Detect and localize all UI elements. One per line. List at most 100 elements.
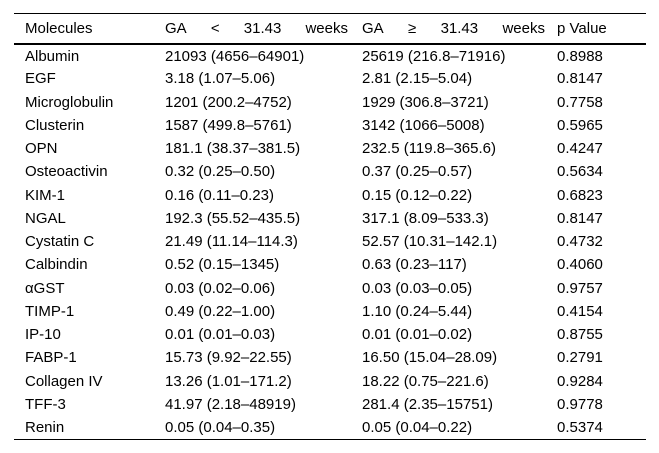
table-row: TIMP-1 0.49 (0.22–1.00) 1.10 (0.24–5.44)…: [14, 300, 646, 323]
table-row: Calbindin 0.52 (0.15–1345) 0.63 (0.23–11…: [14, 253, 646, 276]
molecule-name-cell: FABP-1: [25, 349, 77, 367]
table-header: Molecules GA < 31.43 weeks GA ≥ 31.43 we…: [14, 14, 646, 45]
p-value-cell: 0.8147: [557, 209, 603, 227]
molecule-name-cell: Albumin: [25, 47, 80, 65]
p-value-cell: 0.8147: [557, 70, 603, 88]
p-value-cell: 0.8755: [557, 326, 603, 344]
p-value-cell: 0.4060: [557, 256, 603, 274]
p-value-cell: 0.7758: [557, 93, 603, 111]
table-row: EGF 3.18 (1.07–5.06) 2.81 (2.15–5.04) 0.…: [14, 67, 646, 90]
molecule-name-cell: Clusterin: [25, 116, 85, 134]
ga-ge-value-cell: 0.63 (0.23–117): [362, 256, 467, 274]
ga-lt-value-cell: 0.05 (0.04–0.35): [165, 418, 276, 436]
molecule-name-cell: KIM-1: [25, 186, 66, 204]
molecule-name-cell: Microglobulin: [25, 93, 114, 111]
header-word: 31.43: [243, 20, 282, 37]
table-row: Collagen IV 13.26 (1.01–171.2) 18.22 (0.…: [14, 370, 646, 393]
table-row: Cystatin C 21.49 (11.14–114.3) 52.57 (10…: [14, 230, 646, 253]
less-than-symbol: <: [210, 20, 220, 37]
table-row: Microglobulin 1201 (200.2–4752) 1929 (30…: [14, 91, 646, 114]
p-value-cell: 0.9284: [557, 372, 603, 390]
col-header-molecules: Molecules: [25, 20, 93, 37]
header-word: weeks: [502, 20, 545, 37]
table-row: Renin 0.05 (0.04–0.35) 0.05 (0.04–0.22) …: [14, 416, 646, 439]
header-row: Molecules GA < 31.43 weeks GA ≥ 31.43 we…: [14, 14, 646, 45]
ga-lt-value-cell: 41.97 (2.18–48919): [165, 395, 296, 413]
ga-lt-value-cell: 192.3 (55.52–435.5): [165, 209, 301, 227]
table-row: TFF-3 41.97 (2.18–48919) 281.4 (2.35–157…: [14, 393, 646, 416]
molecule-name-cell: OPN: [25, 140, 58, 158]
ga-ge-value-cell: 25619 (216.8–71916): [362, 47, 506, 65]
ga-ge-value-cell: 0.37 (0.25–0.57): [362, 163, 473, 181]
p-value-cell: 0.9757: [557, 279, 603, 297]
ga-lt-value-cell: 1201 (200.2–4752): [165, 93, 292, 111]
ga-lt-value-cell: 0.49 (0.22–1.00): [165, 302, 276, 320]
ga-ge-value-cell: 0.01 (0.01–0.02): [362, 326, 473, 344]
p-value-cell: 0.2791: [557, 349, 603, 367]
ga-lt-value-cell: 21.49 (11.14–114.3): [165, 233, 298, 251]
ga-ge-value-cell: 52.57 (10.31–142.1): [362, 233, 498, 251]
molecule-name-cell: Cystatin C: [25, 233, 95, 251]
p-value-cell: 0.4247: [557, 140, 603, 158]
ga-lt-value-cell: 0.03 (0.02–0.06): [165, 279, 276, 297]
table-row: Albumin 21093 (4656–64901) 25619 (216.8–…: [14, 44, 646, 67]
molecule-name-cell: Osteoactivin: [25, 163, 108, 181]
header-word: GA: [165, 20, 187, 37]
col-header-p-value: p Value: [557, 20, 607, 37]
molecule-name-cell: Calbindin: [25, 256, 88, 274]
ga-ge-value-cell: 232.5 (119.8–365.6): [362, 140, 496, 158]
ga-ge-value-cell: 16.50 (15.04–28.09): [362, 349, 498, 367]
molecule-name-cell: Renin: [25, 418, 65, 436]
ga-lt-value-cell: 1587 (499.8–5761): [165, 116, 292, 134]
table-row: KIM-1 0.16 (0.11–0.23) 0.15 (0.12–0.22) …: [14, 184, 646, 207]
header-word: GA: [362, 20, 384, 37]
table-row: NGAL 192.3 (55.52–435.5) 317.1 (8.09–533…: [14, 207, 646, 230]
col-header-ga-ge: GA ≥ 31.43 weeks: [362, 14, 557, 45]
ga-lt-value-cell: 181.1 (38.37–381.5): [165, 140, 301, 158]
ga-ge-value-cell: 1.10 (0.24–5.44): [362, 302, 473, 320]
p-value-cell: 0.4732: [557, 233, 603, 251]
ga-ge-value-cell: 317.1 (8.09–533.3): [362, 209, 489, 227]
ga-ge-value-cell: 18.22 (0.75–221.6): [362, 372, 489, 390]
table-row: OPN 181.1 (38.37–381.5) 232.5 (119.8–365…: [14, 137, 646, 160]
col-header-ga-lt-text: GA < 31.43 weeks: [165, 20, 348, 37]
p-value-cell: 0.5634: [557, 163, 603, 181]
table-row: FABP-1 15.73 (9.92–22.55) 16.50 (15.04–2…: [14, 346, 646, 369]
table-row: αGST 0.03 (0.02–0.06) 0.03 (0.03–0.05) 0…: [14, 277, 646, 300]
p-value-cell: 0.4154: [557, 302, 603, 320]
ga-ge-value-cell: 3142 (1066–5008): [362, 116, 485, 134]
molecule-name-cell: EGF: [25, 70, 56, 88]
ga-lt-value-cell: 0.01 (0.01–0.03): [165, 326, 276, 344]
table-body: Albumin 21093 (4656–64901) 25619 (216.8–…: [14, 44, 646, 439]
p-value-cell: 0.5965: [557, 116, 603, 134]
molecule-name-cell: Collagen IV: [25, 372, 103, 390]
ga-ge-value-cell: 2.81 (2.15–5.04): [362, 70, 473, 88]
ga-ge-value-cell: 281.4 (2.35–15751): [362, 395, 493, 413]
molecule-name-cell: TIMP-1: [25, 302, 75, 320]
ga-lt-value-cell: 3.18 (1.07–5.06): [165, 70, 276, 88]
ga-ge-value-cell: 0.05 (0.04–0.22): [362, 418, 473, 436]
molecules-comparison-table: Molecules GA < 31.43 weeks GA ≥ 31.43 we…: [14, 13, 646, 440]
ga-ge-value-cell: 1929 (306.8–3721): [362, 93, 489, 111]
ga-ge-value-cell: 0.03 (0.03–0.05): [362, 279, 473, 297]
molecule-name-cell: IP-10: [25, 326, 61, 344]
p-value-cell: 0.5374: [557, 418, 603, 436]
data-table: Molecules GA < 31.43 weeks GA ≥ 31.43 we…: [14, 13, 646, 440]
table-row: Clusterin 1587 (499.8–5761) 3142 (1066–5…: [14, 114, 646, 137]
col-header-ga-lt: GA < 31.43 weeks: [165, 14, 362, 45]
table-row: Osteoactivin 0.32 (0.25–0.50) 0.37 (0.25…: [14, 160, 646, 183]
ga-lt-value-cell: 21093 (4656–64901): [165, 47, 305, 65]
molecule-name-cell: αGST: [25, 279, 65, 297]
molecule-name-cell: NGAL: [25, 209, 66, 227]
ga-lt-value-cell: 0.16 (0.11–0.23): [165, 186, 274, 204]
ga-lt-value-cell: 13.26 (1.01–171.2): [165, 372, 292, 390]
ga-ge-value-cell: 0.15 (0.12–0.22): [362, 186, 473, 204]
table-row: IP-10 0.01 (0.01–0.03) 0.01 (0.01–0.02) …: [14, 323, 646, 346]
ga-lt-value-cell: 0.52 (0.15–1345): [165, 256, 280, 274]
header-word: weeks: [305, 20, 348, 37]
p-value-cell: 0.6823: [557, 186, 603, 204]
p-value-cell: 0.9778: [557, 395, 603, 413]
p-value-cell: 0.8988: [557, 47, 603, 65]
header-word: 31.43: [440, 20, 479, 37]
col-header-ga-ge-text: GA ≥ 31.43 weeks: [362, 20, 545, 37]
